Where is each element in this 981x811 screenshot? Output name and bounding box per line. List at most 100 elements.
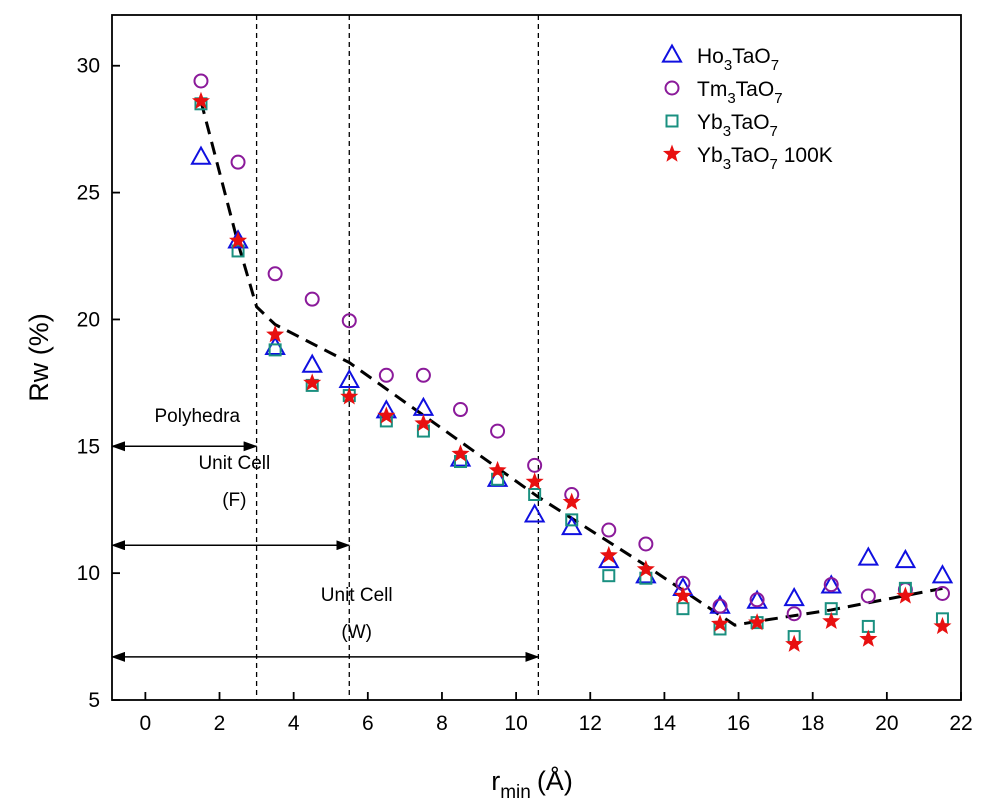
data-point — [857, 546, 880, 566]
x-tick-label: 8 — [436, 712, 448, 735]
data-point — [748, 613, 767, 631]
data-point — [896, 586, 915, 604]
range-label-line: Polyhedra — [154, 406, 240, 427]
legend-label-part: Ho — [697, 45, 724, 68]
data-point — [338, 368, 361, 388]
data-point — [229, 231, 248, 249]
data-point — [303, 373, 322, 391]
data-point — [820, 574, 842, 594]
y-tick-label: 30 — [77, 55, 100, 78]
data-point — [598, 548, 620, 569]
x-tick-label: 2 — [214, 712, 226, 735]
legend-label-part: 3 — [727, 90, 735, 107]
y-tick-label: 15 — [77, 435, 100, 458]
data-points — [190, 73, 954, 652]
data-point — [193, 73, 209, 89]
legend-label-part: 7 — [770, 156, 778, 173]
data-point — [673, 586, 692, 604]
series-circle — [193, 73, 950, 622]
x-tick-label: 20 — [875, 712, 898, 735]
data-point — [599, 545, 618, 564]
range-label: Unit Cell (W) — [321, 585, 393, 643]
legend-marker — [664, 80, 680, 96]
data-point — [562, 492, 581, 510]
legend-label-part: 7 — [770, 123, 778, 140]
data-point — [710, 614, 730, 632]
data-point — [894, 548, 917, 569]
legend-label-part: TaO — [736, 78, 775, 101]
data-point — [746, 589, 768, 609]
data-point — [934, 585, 950, 601]
legend-marker — [662, 144, 682, 162]
x-tick-label: 14 — [653, 712, 677, 735]
x-tick-label: 16 — [727, 712, 750, 735]
data-point — [636, 559, 655, 578]
data-point — [267, 266, 283, 282]
x-tick-label: 12 — [579, 712, 602, 735]
y-axis-title: Rw (%) — [24, 313, 54, 402]
trend-line — [199, 100, 943, 627]
x-axis-title-subscript: min — [500, 782, 531, 803]
legend-label-part: 100K — [778, 144, 833, 167]
data-point — [490, 423, 506, 439]
x-tick-label: 10 — [504, 712, 527, 735]
data-point — [523, 503, 546, 523]
x-tick-label: 18 — [801, 712, 824, 735]
legend-label-part: TaO — [731, 144, 770, 167]
range-label: Unit Cell (F) — [198, 453, 270, 511]
x-axis-title-main: r — [491, 766, 500, 796]
data-point — [527, 457, 543, 473]
series-star — [191, 91, 952, 652]
legend-label-part: 3 — [723, 156, 731, 173]
data-point — [191, 91, 211, 109]
legend-label-part: 7 — [774, 90, 782, 107]
data-point — [451, 444, 470, 462]
data-point — [601, 522, 617, 538]
x-tick-label: 4 — [288, 712, 300, 735]
data-point — [933, 616, 952, 635]
data-point — [749, 592, 765, 608]
legend-label-part: TaO — [732, 45, 771, 68]
data-point — [676, 602, 690, 616]
x-tick-label: 0 — [140, 712, 152, 735]
data-point — [860, 588, 876, 604]
data-point — [190, 145, 212, 165]
data-point — [783, 586, 805, 607]
legend-label-part: 3 — [723, 123, 731, 140]
legend-marker — [665, 114, 679, 128]
x-axis-title-unit: (Å) — [537, 765, 573, 796]
legend-label: Yb3TaO7 100K — [697, 144, 833, 173]
data-point — [266, 325, 285, 343]
legend-label-part: 3 — [724, 57, 732, 74]
y-tick-label: 10 — [77, 562, 100, 585]
divider-lines — [255, 15, 540, 700]
legend-marker — [661, 43, 683, 63]
data-point — [638, 536, 654, 552]
data-point — [301, 353, 323, 373]
y-tick-label: 25 — [77, 182, 100, 205]
data-point — [565, 513, 579, 527]
data-point — [528, 488, 542, 501]
data-point — [377, 406, 396, 424]
data-point — [231, 244, 245, 258]
data-point — [304, 291, 320, 307]
trend-line-layer — [199, 100, 943, 627]
data-point — [414, 413, 433, 432]
range-label-line: (F) — [222, 490, 246, 511]
data-point — [712, 598, 728, 614]
x-axis-title: rmin (Å) — [491, 765, 573, 803]
data-point — [786, 606, 802, 622]
range-label: Polyhedra — [154, 406, 240, 427]
legend-label: Yb3TaO7 — [697, 111, 778, 140]
data-point — [823, 577, 839, 593]
y-tick-label: 5 — [88, 689, 100, 712]
annotations: Polyhedra Unit Cell (F) Unit Cell (W) — [111, 406, 540, 662]
legend-label-part: 7 — [771, 57, 779, 74]
legend-label-part: Yb — [697, 144, 723, 167]
legend-label-part: Yb — [697, 111, 723, 134]
legend-label-part: TaO — [731, 111, 770, 134]
data-point — [525, 472, 544, 490]
axes: 0 2 4 6 8 10 12 14 16 18 20 22 5 10 15 20 25 30 — [77, 55, 973, 735]
